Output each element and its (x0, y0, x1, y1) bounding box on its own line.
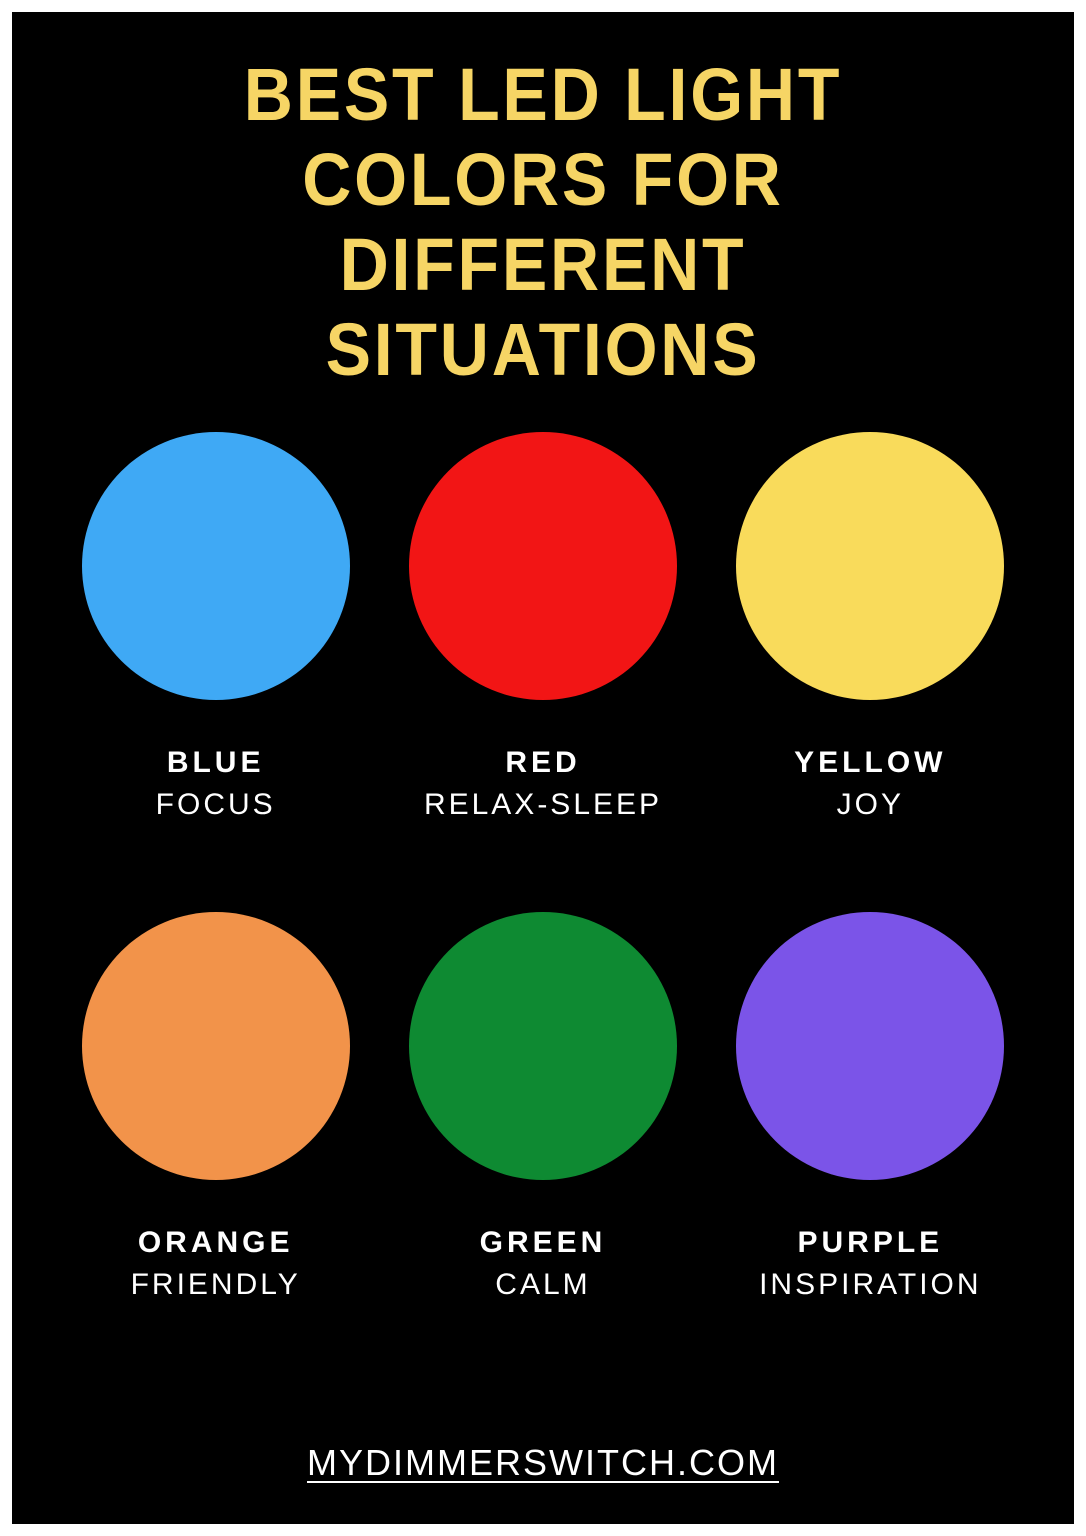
label-blue-name: BLUE (167, 746, 265, 780)
label-yellow-mood: JOY (837, 788, 904, 822)
label-blue-mood: FOCUS (156, 788, 276, 822)
circle-orange (82, 912, 350, 1180)
page: BEST LED LIGHT COLORS FOR DIFFERENT SITU… (0, 0, 1086, 1536)
swatch-red: RED RELAX-SLEEP (409, 432, 677, 822)
footer: MYDIMMERSWITCH.COM (12, 1442, 1074, 1484)
label-orange-name: ORANGE (138, 1226, 294, 1260)
circle-purple (736, 912, 1004, 1180)
label-red-name: RED (505, 746, 580, 780)
swatch-yellow: YELLOW JOY (736, 432, 1004, 822)
circle-green (409, 912, 677, 1180)
swatch-green: GREEN CALM (409, 912, 677, 1302)
swatch-purple: PURPLE INSPIRATION (736, 912, 1004, 1302)
circle-blue (82, 432, 350, 700)
label-purple-mood: INSPIRATION (759, 1268, 981, 1302)
swatch-orange: ORANGE FRIENDLY (82, 912, 350, 1302)
color-grid: BLUE FOCUS RED RELAX-SLEEP YELLOW JOY OR… (12, 392, 1074, 1302)
label-green-mood: CALM (495, 1268, 590, 1302)
label-purple-name: PURPLE (797, 1226, 943, 1260)
circle-yellow (736, 432, 1004, 700)
circle-red (409, 432, 677, 700)
swatch-blue: BLUE FOCUS (82, 432, 350, 822)
label-green-name: GREEN (480, 1226, 607, 1260)
infographic-title: BEST LED LIGHT COLORS FOR DIFFERENT SITU… (129, 52, 957, 392)
label-yellow-name: YELLOW (794, 746, 946, 780)
infographic-panel: BEST LED LIGHT COLORS FOR DIFFERENT SITU… (12, 12, 1074, 1524)
label-orange-mood: FRIENDLY (131, 1268, 301, 1302)
label-red-mood: RELAX-SLEEP (424, 788, 662, 822)
source-link[interactable]: MYDIMMERSWITCH.COM (307, 1442, 779, 1484)
